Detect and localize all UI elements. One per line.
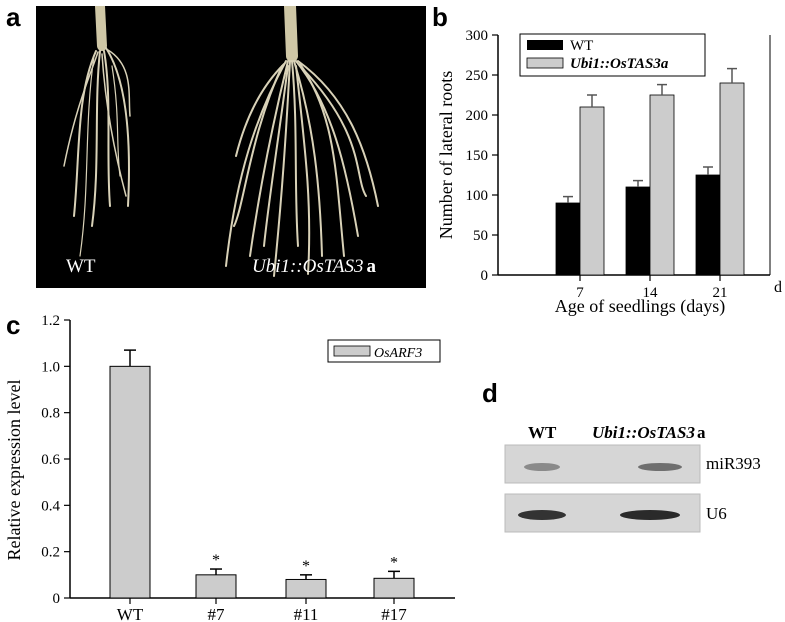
- panel-letter-c: c: [6, 310, 21, 340]
- panel-letter-a: a: [6, 2, 21, 32]
- chart-b-axes: [497, 35, 771, 276]
- photo-label-ubi1: Ubi1::OsTAS3 a: [252, 256, 376, 278]
- legend-swatch-wt: [527, 40, 563, 50]
- bar-wt: [555, 202, 581, 276]
- bar-osarf3: [373, 577, 415, 599]
- chart-c-ytick-label: 0: [53, 591, 61, 607]
- chart-c-ylabel: Relative expression level: [4, 380, 24, 561]
- significance-star: *: [212, 552, 220, 569]
- chart-b-ytick-label: 100: [466, 188, 489, 204]
- bar-osarf3: [195, 574, 237, 599]
- chart-b-x-unit: d: [774, 279, 782, 296]
- blot-lane-ubi1: Ubi1::OsTAS3 a: [592, 423, 706, 442]
- photo-label-ubi1-text: Ubi1::OsTAS3: [252, 256, 364, 277]
- bar-ubi1: [649, 94, 675, 276]
- chart-c-xtick-label: WT: [117, 605, 144, 622]
- blot-label-mir393: miR393: [706, 454, 761, 473]
- significance-star: *: [390, 554, 398, 571]
- blot-band-u6-ubi1: [620, 510, 680, 520]
- chart-c-ytick-label: 0.8: [41, 406, 60, 422]
- chart-c-legend: OsARF3: [327, 339, 441, 363]
- blot-band-u6-wt: [518, 510, 566, 520]
- blot-lane-ubi1-text: Ubi1::OsTAS3: [592, 423, 695, 442]
- chart-b-xtick-label: 21: [713, 285, 728, 301]
- northern-blot: WT Ubi1::OsTAS3 a miR393 U6: [500, 412, 761, 552]
- chart-c-ytick-label: 1.2: [41, 313, 60, 329]
- chart-b-ytick-label: 300: [466, 28, 489, 44]
- bar-osarf3: [109, 365, 151, 599]
- chart-b-ytick-label: 250: [466, 68, 489, 84]
- root-photograph: WT Ubi1::OsTAS3 a: [36, 0, 426, 288]
- chart-b-ylabel: Number of lateral roots: [436, 71, 456, 239]
- legend-label-osarf3: OsARF3: [374, 346, 422, 361]
- chart-b-ytick-label: 0: [481, 268, 489, 284]
- chart-c-xtick-label: #11: [294, 605, 319, 622]
- blot-label-u6: U6: [706, 504, 727, 523]
- bar-ubi1: [719, 82, 745, 276]
- significance-star: *: [302, 558, 310, 575]
- chart-c-ytick-label: 0.2: [41, 545, 60, 561]
- blot-lane-ubi1-suffix: a: [697, 423, 706, 442]
- chart-b-xtick-label: 14: [643, 285, 659, 301]
- root-drawing: [63, 0, 379, 277]
- blot-band-mir393-ubi1: [638, 463, 682, 471]
- legend-label-wt: WT: [570, 38, 593, 54]
- chart-b-xtick-label: 7: [576, 285, 584, 301]
- legend-swatch-osarf3: [333, 345, 371, 357]
- legend-label-ubi1: Ubi1::OsTAS3a: [570, 56, 669, 72]
- chart-b-ytick-label: 150: [466, 148, 489, 164]
- bar-osarf3: [285, 578, 327, 599]
- chart-c-xtick-label: #7: [208, 605, 226, 622]
- chart-c-ytick-label: 0.6: [41, 452, 60, 468]
- chart-c-ytick-label: 1.0: [41, 359, 60, 375]
- photo-label-wt: WT: [66, 256, 96, 277]
- panel-letter-d: d: [482, 378, 498, 408]
- panel-letter-b: b: [432, 2, 448, 32]
- chart-c-xtick-label: #17: [381, 605, 407, 622]
- blot-band-mir393-wt: [524, 463, 560, 471]
- chart-b-xlabel: Age of seedlings (days): [555, 296, 725, 317]
- legend-swatch-ubi1: [526, 57, 564, 69]
- chart-b-ytick-label: 200: [466, 108, 489, 124]
- bar-ubi1: [579, 106, 605, 276]
- chart-b-legend: WT Ubi1::OsTAS3a: [519, 33, 706, 77]
- blot-drawing: WT Ubi1::OsTAS3 a: [504, 423, 706, 533]
- photo-label-ubi1-suffix: a: [366, 256, 377, 277]
- chart-c-axes: [69, 320, 455, 599]
- blot-lane-wt: WT: [528, 423, 557, 442]
- bar-wt: [695, 174, 721, 276]
- chart-c-ytick-label: 0.4: [41, 498, 60, 514]
- bar-wt: [625, 186, 651, 276]
- chart-b-ytick-label: 50: [473, 228, 488, 244]
